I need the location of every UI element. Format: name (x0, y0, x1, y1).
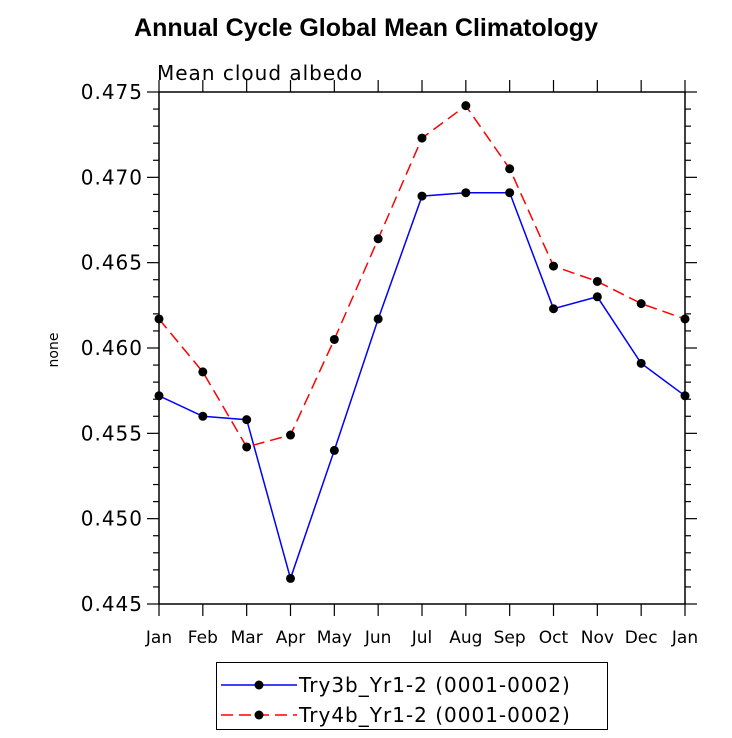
data-point-series-2 (549, 262, 558, 271)
data-point-series-1 (593, 292, 602, 301)
data-point-series-2 (505, 164, 514, 173)
y-tick-label: 0.475 (81, 80, 143, 104)
x-tick-label: Apr (276, 628, 305, 648)
x-tick-label: Feb (188, 628, 218, 648)
data-point-series-1 (198, 412, 207, 421)
data-point-series-2 (681, 314, 690, 323)
y-tick-label: 0.460 (81, 336, 143, 360)
y-tick-labels: 0.445 0.450 0.455 0.460 0.465 0.470 0.475 (81, 80, 143, 616)
data-point-series-1 (549, 304, 558, 313)
y-axis-label: none (46, 333, 62, 368)
data-point-series-1 (155, 391, 164, 400)
line-chart: Mean cloud albedo none 0.4450.4500.4550.… (0, 0, 732, 738)
y-tick-label: 0.445 (81, 592, 143, 616)
x-tick-label: Dec (625, 628, 658, 648)
plot-frame (159, 92, 685, 604)
x-tick-label: Mar (231, 628, 263, 648)
data-point-series-2 (418, 134, 427, 143)
x-tick-label: Jul (411, 628, 433, 648)
data-point-series-1 (330, 446, 339, 455)
x-tick-label: Oct (539, 628, 569, 648)
data-point-series-2 (637, 299, 646, 308)
series-points (155, 101, 690, 583)
data-point-series-1 (681, 391, 690, 400)
legend-marker-series-2 (255, 711, 264, 720)
data-point-series-2 (593, 277, 602, 286)
axis-ticks (147, 80, 697, 616)
data-point-series-2 (286, 431, 295, 440)
legend: Try3b_Yr1-2 (0001-0002) Try4b_Yr1-2 (000… (216, 662, 608, 730)
legend-marker-series-1 (255, 681, 264, 690)
data-point-series-2 (242, 442, 251, 451)
x-tick-label: Aug (449, 628, 482, 648)
x-tick-label: Nov (581, 628, 614, 648)
legend-label-series-2: Try4b_Yr1-2 (0001-0002) (298, 703, 571, 727)
x-tick-labels: Jan Feb Mar Apr May Jun Jul Aug Sep Oct Nov Dec Jan (145, 628, 698, 648)
data-point-series-2 (330, 335, 339, 344)
data-point-series-2 (461, 101, 470, 110)
y-tick-label: 0.470 (81, 165, 143, 189)
series-line-2 (159, 106, 685, 447)
chart-subtitle: Mean cloud albedo (157, 61, 363, 85)
data-point-series-2 (374, 234, 383, 243)
y-tick-label: 0.465 (81, 251, 143, 275)
data-point-series-1 (461, 188, 470, 197)
y-tick-label: 0.455 (81, 421, 143, 445)
x-tick-label: Jan (671, 628, 698, 648)
data-point-series-2 (155, 314, 164, 323)
data-point-series-1 (637, 359, 646, 368)
data-point-series-2 (198, 367, 207, 376)
data-point-series-1 (374, 314, 383, 323)
y-tick-label: 0.450 (81, 507, 143, 531)
legend-label-series-1: Try3b_Yr1-2 (0001-0002) (298, 673, 571, 697)
x-tick-label: Jan (145, 628, 172, 648)
data-point-series-1 (505, 188, 514, 197)
x-tick-label: Jun (364, 628, 392, 648)
series-line-1 (159, 193, 685, 579)
x-tick-label: May (317, 628, 352, 648)
x-tick-label: Sep (494, 628, 526, 648)
data-point-series-1 (242, 415, 251, 424)
data-point-series-1 (286, 574, 295, 583)
series-lines (159, 106, 685, 579)
data-point-series-1 (418, 192, 427, 201)
